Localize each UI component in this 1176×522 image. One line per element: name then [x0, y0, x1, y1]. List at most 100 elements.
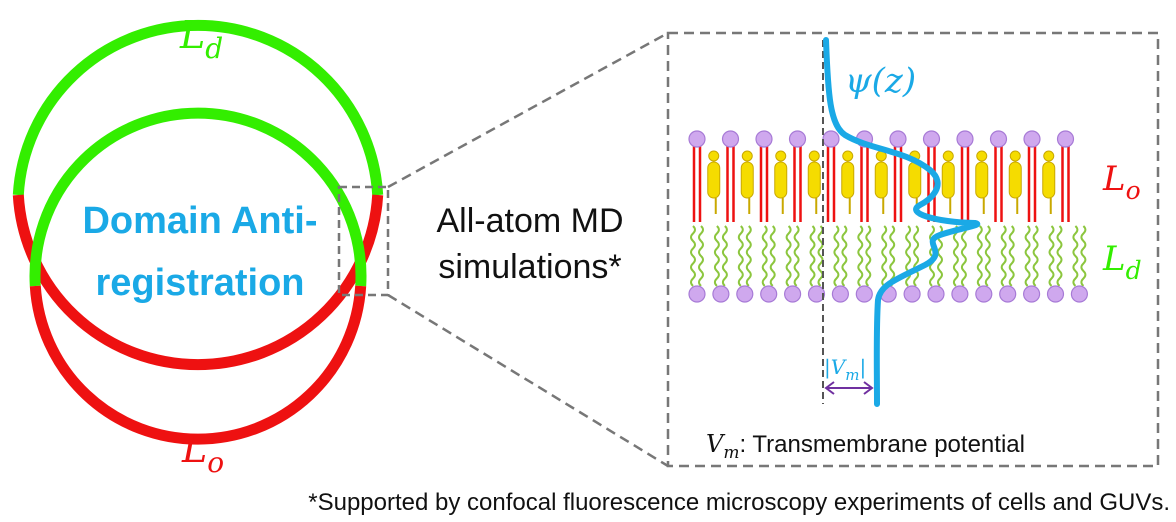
- cholesterol-head: [976, 150, 988, 162]
- vm-magnitude-symbol: V: [831, 355, 848, 379]
- lipid-head: [721, 130, 740, 148]
- vesicle-bottom-label: Lo: [181, 427, 224, 479]
- cholesterol-head: [708, 150, 720, 162]
- ld-lipid-tail: [737, 225, 744, 287]
- potential-curve: [823, 37, 981, 407]
- vesicle-top-label: Ld: [179, 13, 223, 65]
- ld-lipid-tail: [1024, 225, 1031, 287]
- lower-leaflet-label: Ld: [1102, 239, 1142, 285]
- vesicle-bottom-label-sub: o: [207, 446, 224, 479]
- ld-lipid-tail: [690, 225, 696, 287]
- lipid-head: [1022, 285, 1041, 303]
- ld-lipid-tail: [841, 225, 848, 287]
- cholesterol-body: [874, 161, 888, 199]
- ld-lipid-tail: [905, 225, 912, 287]
- svg-text:|Vm|: |Vm|: [824, 355, 866, 384]
- upper-leaflet-label: Lo: [1102, 159, 1141, 205]
- ld-lipid-tail: [809, 225, 816, 287]
- lipid-head: [688, 130, 706, 148]
- potential-curve-label: ψ(z): [845, 61, 916, 101]
- method-line2: simulations*: [438, 248, 621, 286]
- ld-lipid-tail: [745, 225, 752, 287]
- lipid-head: [760, 285, 778, 303]
- cholesterol-head: [808, 150, 820, 162]
- ld-lipid-tail: [833, 225, 840, 287]
- ld-lipid-tail: [976, 225, 983, 287]
- ld-lipid-tail: [857, 225, 864, 287]
- ld-lipid-tail: [1056, 225, 1063, 287]
- cholesterol-body: [807, 161, 821, 199]
- footnote: *Supported by confocal fluorescence micr…: [308, 489, 1170, 516]
- ld-lipid-tail: [1072, 225, 1079, 287]
- ld-lipid-tail: [952, 225, 959, 287]
- cholesterol-body: [1008, 161, 1022, 199]
- ld-lipid-tail: [761, 225, 768, 287]
- lipid-head: [755, 130, 773, 148]
- cholesterol-body: [941, 161, 955, 199]
- vm-caption-sub: m: [723, 443, 739, 463]
- outer-ring-lo-arc: [12, 194, 384, 371]
- lipid-head: [688, 285, 706, 303]
- inner-ring-lo-arc: [29, 285, 367, 445]
- cholesterol-head: [942, 150, 954, 162]
- cholesterol-head: [775, 150, 787, 162]
- cholesterol-head: [842, 150, 854, 162]
- cholesterol-head: [741, 150, 753, 162]
- lower-leaflet-label-sub: d: [1126, 256, 1142, 285]
- ld-lipid-tail: [1032, 225, 1039, 287]
- lipid-head: [951, 285, 969, 303]
- lipid-head: [807, 285, 826, 303]
- lo-leaflet-tails: [692, 146, 1070, 222]
- vesicle: Ld Lo Domain Anti- registration: [12, 13, 390, 479]
- cholesterol-head: [1009, 150, 1021, 162]
- ld-lipid-tail: [1000, 225, 1007, 287]
- inner-ring-ld-arc: [29, 107, 367, 287]
- ld-lipid-tail: [769, 225, 776, 287]
- vm-magnitude-sub: m: [845, 366, 859, 384]
- ld-lipid-tail: [881, 225, 888, 287]
- ld-lipid-tail: [817, 225, 824, 287]
- cholesterol-body: [707, 161, 721, 199]
- lipid-head: [927, 285, 945, 303]
- vesicle-top-label-sub: d: [205, 32, 223, 65]
- zoom-connector-bottom: [387, 293, 669, 468]
- cholesterol-body: [1042, 161, 1056, 199]
- cholesterol-body: [841, 161, 855, 199]
- ld-lipid-tail: [984, 225, 991, 287]
- ld-lipid-tail: [1048, 225, 1055, 287]
- lipid-head: [788, 130, 807, 148]
- lipid-head: [903, 285, 921, 303]
- cholesterol-body: [975, 161, 989, 199]
- vesicle-center-line1: Domain Anti-: [82, 200, 317, 242]
- cholesterol-body: [908, 161, 922, 199]
- lipid-head: [989, 130, 1008, 148]
- ld-leaflet-tails: [690, 225, 1087, 287]
- lipid-head: [855, 285, 873, 303]
- vm-double-arrow: [824, 381, 874, 395]
- lipid-head: [999, 285, 1017, 303]
- lipid-head: [783, 285, 802, 303]
- lipid-head: [1023, 130, 1041, 148]
- ld-lipid-tail: [713, 225, 720, 287]
- vesicle-top-label-symbol: L: [179, 13, 205, 57]
- lipid-head: [922, 130, 941, 148]
- ld-lipid-tail: [1008, 225, 1015, 287]
- upper-leaflet-label-sub: o: [1126, 176, 1141, 205]
- ld-lipid-tail: [785, 225, 792, 287]
- lipid-head: [1046, 285, 1065, 303]
- ld-lipid-tail: [1080, 225, 1087, 287]
- ld-lipid-tail: [865, 225, 872, 287]
- lipid-head: [975, 285, 993, 303]
- lipid-head: [712, 285, 730, 303]
- ld-lipid-tail: [721, 225, 728, 287]
- zoom-source-box: [337, 185, 390, 297]
- vm-caption-text: : Transmembrane potential: [739, 431, 1024, 458]
- ld-lipid-tail: [913, 225, 920, 287]
- vm-caption: Vm: Transmembrane potential: [706, 430, 1025, 463]
- ld-lipid-tail: [960, 225, 967, 287]
- outer-ring-ld-arc: [12, 19, 384, 196]
- lipid-head: [956, 130, 974, 148]
- vm-caption-symbol: V: [706, 430, 726, 458]
